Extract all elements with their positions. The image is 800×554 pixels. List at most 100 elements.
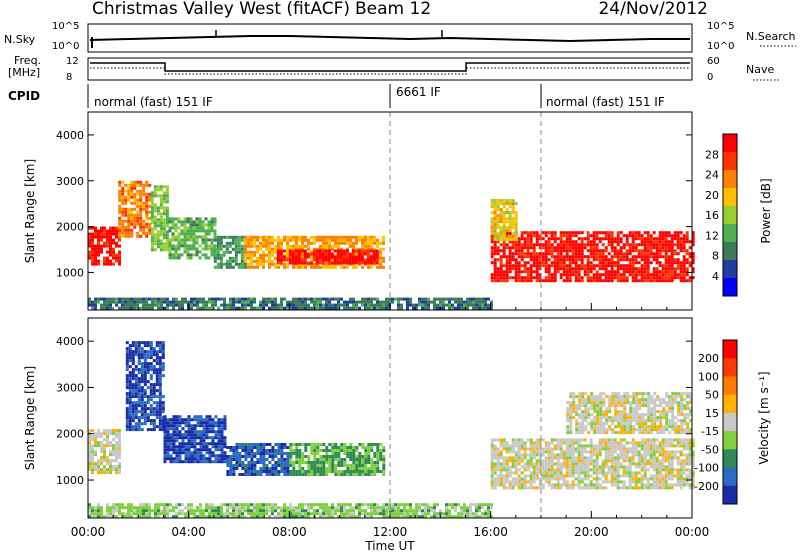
power-cell	[162, 191, 166, 195]
velocity-cell	[166, 457, 170, 461]
power-cell	[592, 237, 596, 241]
velocity-cell	[166, 439, 170, 443]
power-cell	[148, 225, 152, 229]
power-cell	[253, 259, 256, 263]
power-cell	[259, 262, 262, 266]
power-cell	[619, 264, 623, 268]
power-cell	[607, 258, 611, 262]
power-cell	[463, 300, 466, 304]
velocity-cell	[349, 446, 353, 449]
power-cell	[661, 234, 665, 238]
velocity-cell	[178, 433, 182, 437]
velocity-cell	[610, 459, 614, 463]
power-cell	[667, 258, 671, 262]
power-cell	[577, 249, 581, 253]
velocity-cell	[158, 407, 162, 411]
velocity-cell	[673, 444, 677, 448]
velocity-cell	[322, 449, 326, 452]
power-cell	[505, 258, 509, 262]
velocity-cell	[607, 453, 611, 457]
velocity-cell	[682, 447, 686, 451]
velocity-cell	[670, 456, 674, 460]
power-cell	[517, 264, 521, 268]
power-cell	[661, 276, 665, 280]
power-cell	[502, 223, 506, 227]
velocity-cell	[569, 431, 573, 435]
velocity-cell	[544, 465, 548, 469]
power-cell	[237, 262, 241, 266]
power-cell	[88, 235, 91, 239]
velocity-cell	[155, 377, 159, 381]
velocity-cell	[349, 467, 353, 470]
velocity-cell	[134, 413, 138, 417]
power-cell	[499, 235, 503, 239]
power-cell	[670, 243, 674, 247]
power-cell	[136, 300, 139, 304]
velocity-cell	[637, 486, 641, 490]
power-cell	[643, 264, 647, 268]
power-cell	[130, 216, 134, 220]
power-cell	[192, 235, 196, 239]
power-cell	[598, 240, 602, 244]
power-cell	[142, 204, 146, 208]
power-cell	[658, 252, 662, 256]
power-cell	[481, 297, 484, 301]
power-cell	[351, 255, 355, 259]
power-cell	[688, 276, 692, 280]
velocity-cell	[355, 461, 359, 464]
power-cell	[321, 255, 325, 259]
power-cell	[186, 235, 190, 239]
velocity-cell	[271, 446, 275, 449]
velocity-cell	[583, 486, 587, 490]
power-cell	[286, 256, 289, 260]
velocity-cell	[610, 480, 614, 484]
power-cell	[574, 258, 578, 262]
velocity-cell	[556, 486, 560, 490]
velocity-cell	[149, 377, 153, 381]
power-cell	[550, 261, 554, 265]
velocity-cell	[580, 480, 584, 484]
velocity-cell	[349, 452, 353, 455]
power-cell	[592, 240, 596, 244]
velocity-cell	[556, 456, 560, 460]
power-cell	[186, 244, 190, 248]
velocity-cell	[250, 473, 254, 476]
power-cell	[153, 227, 157, 231]
power-cell	[349, 297, 352, 301]
power-cell	[676, 267, 680, 271]
velocity-cell	[193, 445, 197, 449]
power-cell	[556, 267, 560, 271]
power-cell	[553, 273, 557, 277]
velocity-cell	[367, 458, 371, 461]
power-cell	[442, 297, 445, 301]
power-cell	[301, 238, 304, 242]
power-cell	[198, 256, 202, 260]
power-cell	[133, 195, 137, 199]
power-cell	[334, 303, 337, 307]
velocity-cell	[143, 401, 147, 405]
velocity-cell	[640, 444, 644, 448]
power-cell	[127, 306, 130, 310]
velocity-cell	[553, 468, 557, 472]
power-cell	[595, 234, 599, 238]
power-cell	[523, 270, 527, 274]
velocity-cell	[499, 483, 503, 487]
power-cell	[505, 276, 509, 280]
power-cell	[625, 252, 629, 256]
power-cell	[553, 267, 557, 271]
velocity-cell	[229, 446, 233, 449]
power-cell	[652, 276, 656, 280]
power-cell	[316, 306, 319, 310]
velocity-cell	[358, 470, 362, 473]
velocity-cell	[152, 410, 156, 414]
velocity-cell	[316, 467, 320, 470]
power-cell	[637, 267, 641, 271]
velocity-cell	[316, 458, 320, 461]
velocity-cell	[115, 459, 118, 463]
velocity-cell	[562, 450, 566, 454]
power-cell	[375, 249, 379, 253]
power-cell	[580, 240, 584, 244]
power-cell	[595, 279, 599, 283]
power-cell	[313, 262, 316, 266]
velocity-cell	[661, 465, 665, 469]
